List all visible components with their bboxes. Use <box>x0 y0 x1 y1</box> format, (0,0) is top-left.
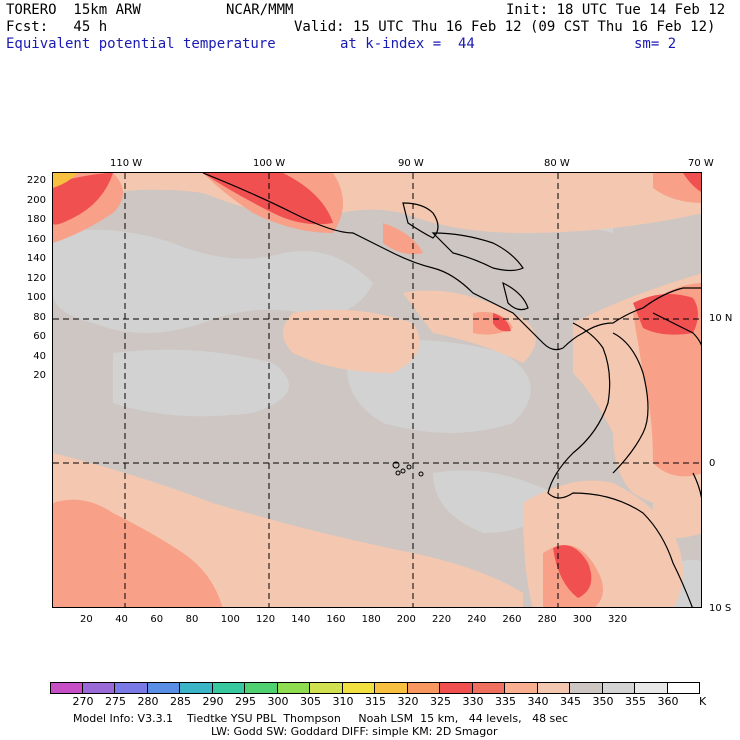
x-tick-label: 320 <box>608 614 628 625</box>
x-tick-label: 240 <box>467 614 487 625</box>
y-tick-label: 40 <box>33 350 46 362</box>
x-tick-label: 200 <box>396 614 416 625</box>
colorbar-label: 355 <box>625 695 646 708</box>
colorbar-cell <box>375 682 408 694</box>
colorbar-cell <box>537 682 570 694</box>
colorbar-label: 285 <box>170 695 191 708</box>
x-tick-label: 180 <box>361 614 381 625</box>
galapagos-islands <box>392 461 424 477</box>
colorbar-cell <box>472 682 505 694</box>
lon-label-100w: 100 W <box>253 158 286 169</box>
colorbar-label: 300 <box>267 695 289 708</box>
colorbar-cell <box>147 682 180 694</box>
colorbar-label: 335 <box>495 695 516 708</box>
colorbar-cell <box>245 682 278 694</box>
x-tick-label: 120 <box>256 614 276 625</box>
colorbar-label: 350 <box>592 695 614 708</box>
x-tick-label: 280 <box>537 614 557 625</box>
x-tick-label: 260 <box>502 614 522 625</box>
y-tick-label: 20 <box>33 370 46 381</box>
colorbar-label: 305 <box>300 695 321 708</box>
colorbar-label: 330 <box>462 695 484 708</box>
level-label: at k-index = 44 <box>340 36 475 52</box>
colorbar-label: 360 <box>657 695 679 708</box>
lon-label-90w: 90 W <box>398 158 424 169</box>
colorbar-label: 275 <box>105 695 126 708</box>
colorbar-label: 295 <box>235 695 256 708</box>
colorbar-cell <box>50 682 83 694</box>
y-tick-label: 220 <box>26 175 46 186</box>
y-tick-label: 80 <box>33 311 46 323</box>
coastlines <box>202 173 701 607</box>
model-physics: LW: Godd SW: Goddard DIFF: simple KM: 2D… <box>211 725 498 738</box>
colorbar-unit: K <box>699 695 707 708</box>
lat-label-10n: 10 N <box>709 313 733 324</box>
colorbar-cell <box>180 682 213 694</box>
colorbar-label: 270 <box>72 695 94 708</box>
y-tick-label: 140 <box>26 253 46 264</box>
colorbar-cell <box>407 682 440 694</box>
colorbar-frame <box>50 682 700 694</box>
x-tick-label: 140 <box>291 614 311 625</box>
model-info: Model Info: V3.3.1 Tiedtke YSU PBL Thomp… <box>73 712 569 725</box>
colorbar-label: 315 <box>365 695 386 708</box>
y-tick-label: 120 <box>26 272 46 284</box>
colorbar-cell <box>505 682 538 694</box>
x-tick-label: 160 <box>326 614 346 625</box>
y-tick-label: 100 <box>26 292 46 303</box>
x-tick-label: 100 <box>220 614 240 625</box>
x-tick-label: 300 <box>572 614 592 625</box>
model-name: TORERO 15km ARW <box>6 2 141 18</box>
peach-areas <box>53 173 701 607</box>
colorbar-cell <box>115 682 148 694</box>
colorbar-cell <box>310 682 343 694</box>
colorbar-cell <box>635 682 668 694</box>
lon-label-80w: 80 W <box>544 158 570 169</box>
colorbar-label: 345 <box>560 695 581 708</box>
colorbar-cell <box>342 682 375 694</box>
colorbar-label: 340 <box>527 695 549 708</box>
y-tick-label: 60 <box>33 331 46 342</box>
y-tick-label: 200 <box>26 194 46 206</box>
forecast-hour: Fcst: 45 h <box>6 19 108 35</box>
colorbar-label: 280 <box>137 695 159 708</box>
field-name: Equivalent potential temperature <box>6 36 276 52</box>
colorbar-cell <box>440 682 473 694</box>
x-tick-label: 60 <box>150 614 164 625</box>
colorbar-cell <box>212 682 245 694</box>
organization: NCAR/MMM <box>226 2 294 18</box>
colorbar-cell <box>570 682 603 694</box>
colorbar-cell <box>602 682 635 694</box>
y-tick-label: 180 <box>26 214 46 225</box>
light-gray-areas <box>53 173 701 607</box>
colorbar-cell <box>277 682 310 694</box>
map-panel <box>52 172 702 608</box>
init-time: Init: 18 UTC Tue 14 Feb 12 <box>506 2 726 18</box>
lat-label-10s: 10 S <box>709 603 732 614</box>
lat-label-0: 0 <box>709 458 716 469</box>
x-tick-label: 80 <box>185 614 199 625</box>
lon-label-70w: 70 W <box>688 158 714 169</box>
colorbar-label: 310 <box>332 695 354 708</box>
y-tick-label: 160 <box>26 233 46 245</box>
colorbar-label: 320 <box>397 695 419 708</box>
x-tick-label: 40 <box>115 614 128 625</box>
lat-lon-grid <box>53 173 701 607</box>
colorbar-label: 290 <box>202 695 224 708</box>
x-tick-label: 220 <box>432 614 452 625</box>
smoothing-label: sm= 2 <box>634 36 677 52</box>
theta-e-map <box>53 173 701 607</box>
orange-area <box>53 173 78 188</box>
colorbar-cell <box>82 682 115 694</box>
valid-time: Valid: 15 UTC Thu 16 Feb 12 (09 CST Thu … <box>294 19 716 35</box>
lon-label-110w: 110 W <box>110 158 143 169</box>
colorbar-label: 325 <box>430 695 451 708</box>
x-tick-label: 20 <box>80 614 93 625</box>
